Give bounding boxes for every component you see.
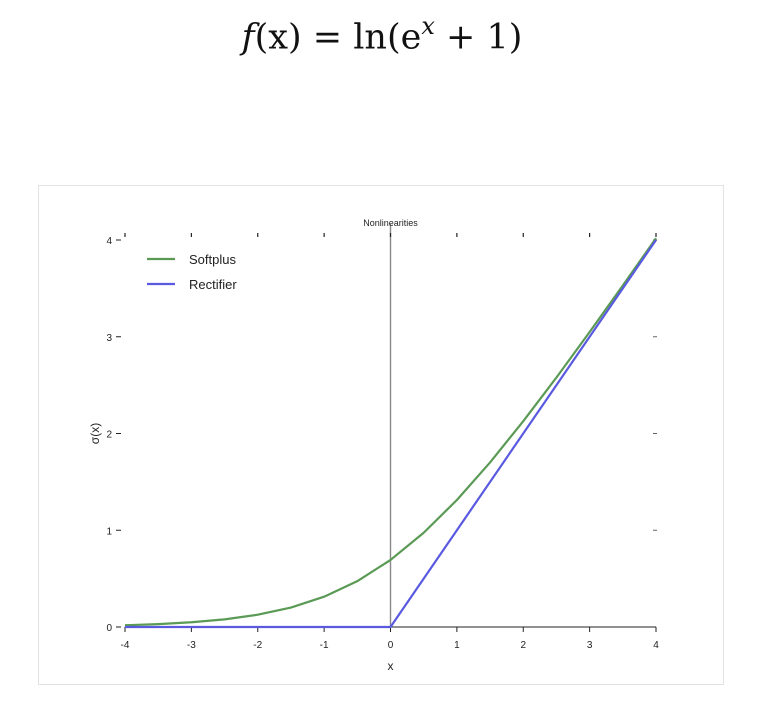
x-tick-label: -4 <box>121 640 130 651</box>
formula-equals: = <box>312 17 343 58</box>
formula-rhs-prefix: ln(e <box>353 17 422 58</box>
x-axis-label: x <box>388 659 394 673</box>
y-tick-label: 2 <box>106 430 112 441</box>
x-tick-label: 2 <box>520 640 526 651</box>
x-tick-label: -1 <box>320 640 329 651</box>
x-tick-label: -3 <box>187 640 196 651</box>
x-tick-label: 1 <box>454 640 460 651</box>
y-tick-label: 1 <box>106 526 112 537</box>
x-tick-label: 3 <box>587 640 593 651</box>
y-axis-label: σ(x) <box>88 423 102 444</box>
formula-rhs-suffix: + 1) <box>446 17 523 58</box>
axes-layer: -4 -3 -2 -1 0 1 2 3 4 0 1 2 3 4 <box>106 224 659 651</box>
formula-function-name: f <box>241 17 255 58</box>
legend-label-softplus: Softplus <box>189 252 236 267</box>
softplus-formula: f(x) = ln(ex + 1) <box>0 12 764 58</box>
series-line-softplus <box>124 237 657 627</box>
y-tick-label: 4 <box>106 236 112 247</box>
x-tick-label: 0 <box>388 640 394 651</box>
formula-exponent: x <box>421 12 435 40</box>
legend: Softplus Rectifier <box>147 252 237 292</box>
series-line-rectifier <box>125 239 657 629</box>
y-tick-label: 0 <box>106 623 112 634</box>
x-tick-label: -2 <box>253 640 262 651</box>
y-tick-label: 3 <box>106 333 112 344</box>
legend-label-rectifier: Rectifier <box>189 277 237 292</box>
series-layer <box>124 237 657 629</box>
chart-title: Nonlinearities <box>363 218 418 228</box>
x-tick-label: 4 <box>653 640 659 651</box>
plot-frame: -4 -3 -2 -1 0 1 2 3 4 0 1 2 3 4 Softplus Rectifier Non… <box>38 185 724 685</box>
formula-argument: (x) <box>254 17 302 58</box>
nonlinearities-chart: -4 -3 -2 -1 0 1 2 3 4 0 1 2 3 4 Softplus Rectifier Non… <box>88 218 659 673</box>
